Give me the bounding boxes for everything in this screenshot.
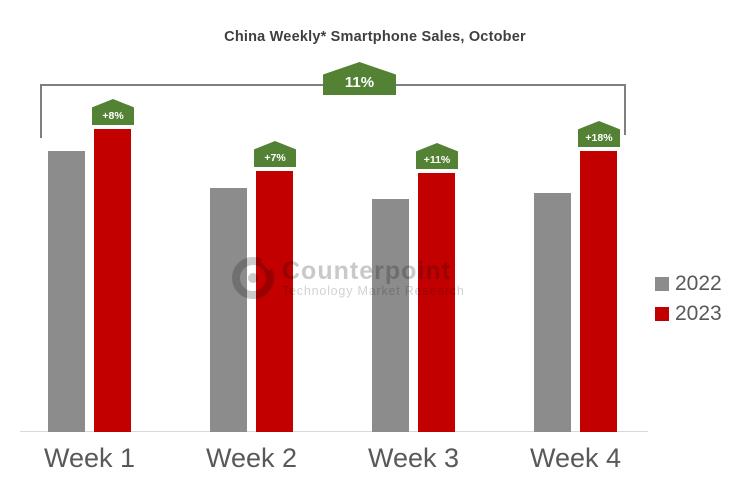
x-tick-week3: Week 3 [367, 443, 460, 473]
x-tick-week1: Week 1 [43, 443, 136, 473]
chart-title: China Weekly* Smartphone Sales, October [224, 29, 526, 45]
legend-item-2022: 2022 [655, 273, 722, 294]
bar-2023-week3 [418, 173, 455, 432]
growth-label-week2: +7% [264, 152, 286, 164]
bar-2023-week1 [94, 129, 131, 432]
x-tick-week2: Week 2 [205, 443, 298, 473]
growth-badge-week3: +11% [416, 143, 458, 169]
legend: 2022 2023 [655, 273, 722, 333]
bar-2023-week4 [580, 151, 617, 432]
growth-badge-week1: +8% [92, 99, 134, 125]
legend-swatch-2022 [655, 276, 669, 291]
overall-growth-label: 11% [344, 74, 375, 91]
growth-badge-week2: +7% [254, 141, 296, 167]
legend-label-2022: 2022 [675, 272, 722, 295]
growth-label-week1: +8% [102, 110, 124, 122]
growth-label-week3: +11% [423, 154, 451, 166]
bar-2022-week3 [372, 199, 409, 432]
overall-growth-badge: 11% [323, 62, 396, 95]
legend-swatch-2023 [655, 306, 669, 321]
growth-label-week4: +18% [585, 132, 613, 144]
bar-2022-week4 [534, 193, 571, 432]
growth-badge-week4: +18% [578, 121, 620, 147]
x-tick-week4: Week 4 [529, 443, 622, 473]
x-axis-baseline [20, 431, 648, 432]
bar-2022-week2 [210, 188, 247, 432]
legend-item-2023: 2023 [655, 303, 722, 324]
legend-label-2023: 2023 [675, 302, 722, 325]
bar-2023-week2 [256, 171, 293, 432]
bar-2022-week1 [48, 151, 85, 432]
bracket-line-left [40, 84, 42, 138]
bracket-line-right [624, 84, 626, 135]
